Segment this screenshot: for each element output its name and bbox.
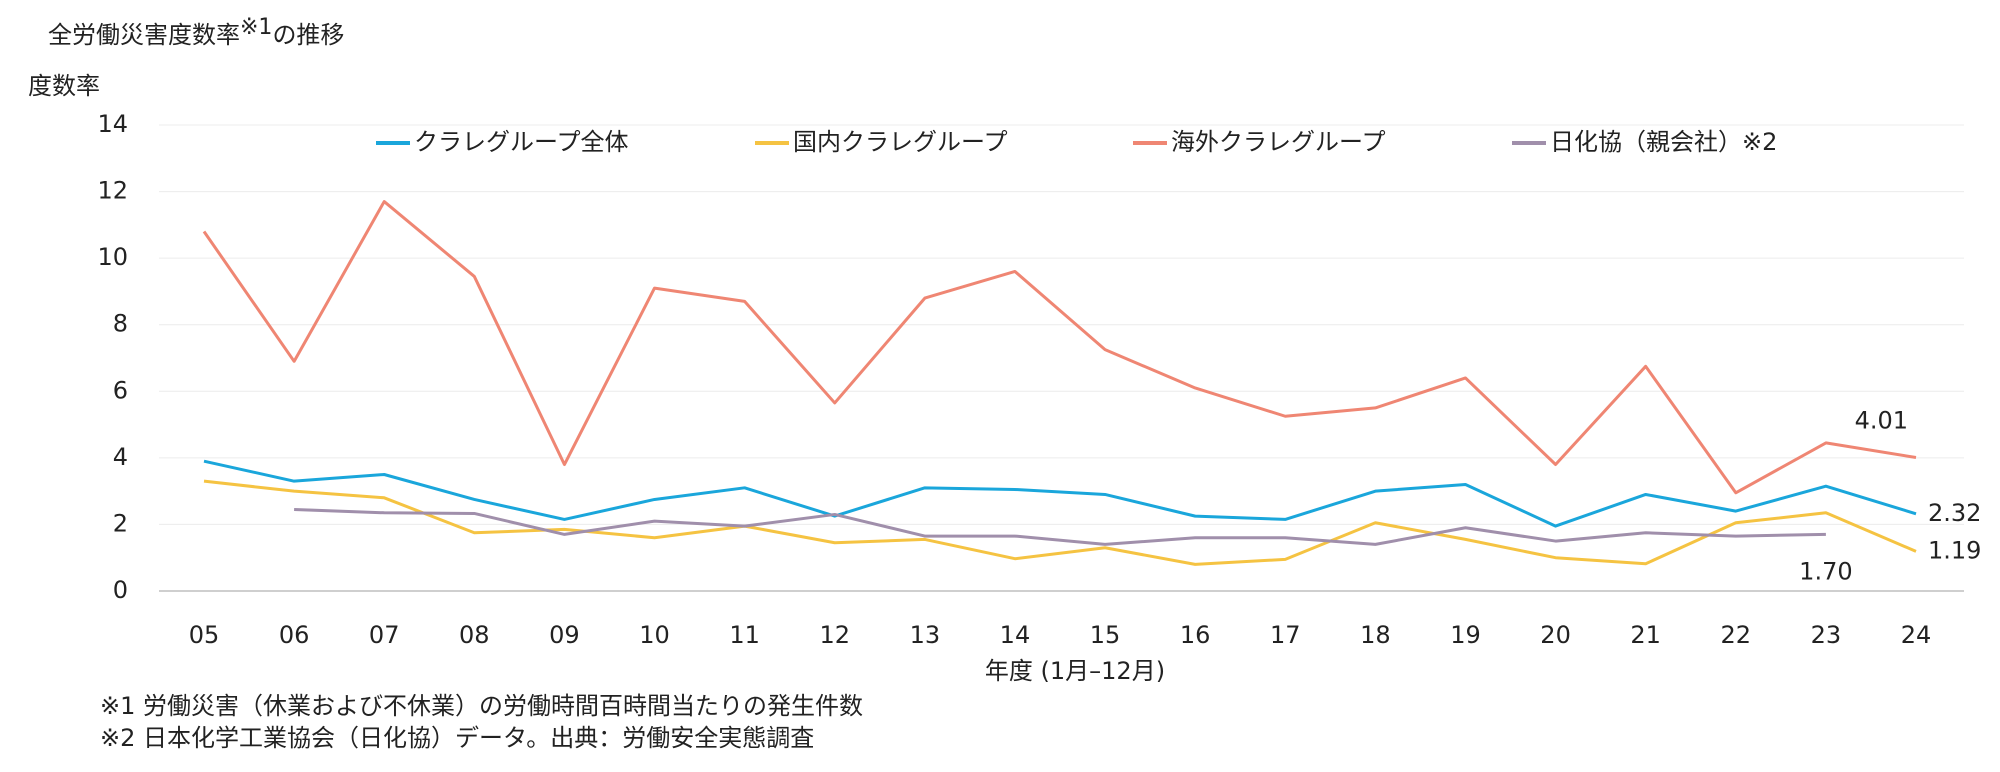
x-tick-label: 05	[189, 621, 220, 649]
title-note: ※1	[240, 15, 272, 40]
x-tick-label: 23	[1811, 621, 1842, 649]
legend-label: クラレグループ全体	[414, 128, 629, 156]
x-tick-label: 21	[1630, 621, 1661, 649]
x-tick-label: 19	[1450, 621, 1481, 649]
series-line	[294, 507, 1826, 546]
x-tick-label: 13	[910, 621, 941, 649]
x-tick-label: 10	[639, 621, 670, 649]
x-axis-label: 年度 (1月–12月)	[985, 657, 1165, 685]
x-tick-label: 20	[1540, 621, 1571, 649]
y-tick-label: 4	[113, 443, 128, 471]
y-tick-label: 12	[97, 177, 128, 205]
title-suffix: の推移	[272, 21, 344, 49]
x-tick-label: 22	[1721, 621, 1752, 649]
y-tick-label: 6	[113, 376, 128, 404]
x-tick-label: 06	[279, 621, 310, 649]
x-tick-label: 24	[1901, 621, 1932, 649]
y-tick-label: 0	[113, 576, 128, 604]
x-tick-label: 08	[459, 621, 490, 649]
x-tick-label: 17	[1270, 621, 1301, 649]
footnote: ※2 日本化学工業協会（日化協）データ。出典：労働安全実態調査	[100, 724, 814, 752]
data-label: 4.01	[1855, 407, 1908, 435]
y-axis-label: 度数率	[28, 72, 100, 100]
legend-label: 日化協（親会社）※2	[1550, 128, 1777, 156]
x-tick-label: 15	[1090, 621, 1121, 649]
y-tick-label: 8	[113, 310, 128, 338]
chart-title: 全労働災害度数率※1の推移	[48, 15, 344, 49]
x-tick-label: 18	[1360, 621, 1391, 649]
y-tick-label: 2	[113, 509, 128, 537]
data-label: 1.19	[1928, 536, 1981, 564]
y-tick-label: 10	[97, 243, 128, 271]
series-line	[203, 459, 1917, 528]
x-tick-label: 12	[819, 621, 850, 649]
x-tick-label: 09	[549, 621, 580, 649]
title-main: 全労働災害度数率	[48, 21, 240, 49]
legend-label: 海外クラレグループ	[1171, 128, 1386, 156]
data-label: 1.70	[1799, 557, 1852, 585]
series-line	[202, 200, 1917, 495]
x-tick-label: 16	[1180, 621, 1211, 649]
y-tick-label: 14	[97, 110, 128, 138]
x-tick-label: 11	[729, 621, 760, 649]
footnote: ※1 労働災害（休業および不休業）の労働時間百時間当たりの発生件数	[100, 692, 863, 720]
series-line	[203, 479, 1917, 566]
legend-label: 国内クラレグループ	[793, 128, 1008, 156]
x-tick-label: 14	[1000, 621, 1031, 649]
x-tick-label: 07	[369, 621, 400, 649]
data-label: 2.32	[1928, 499, 1981, 527]
